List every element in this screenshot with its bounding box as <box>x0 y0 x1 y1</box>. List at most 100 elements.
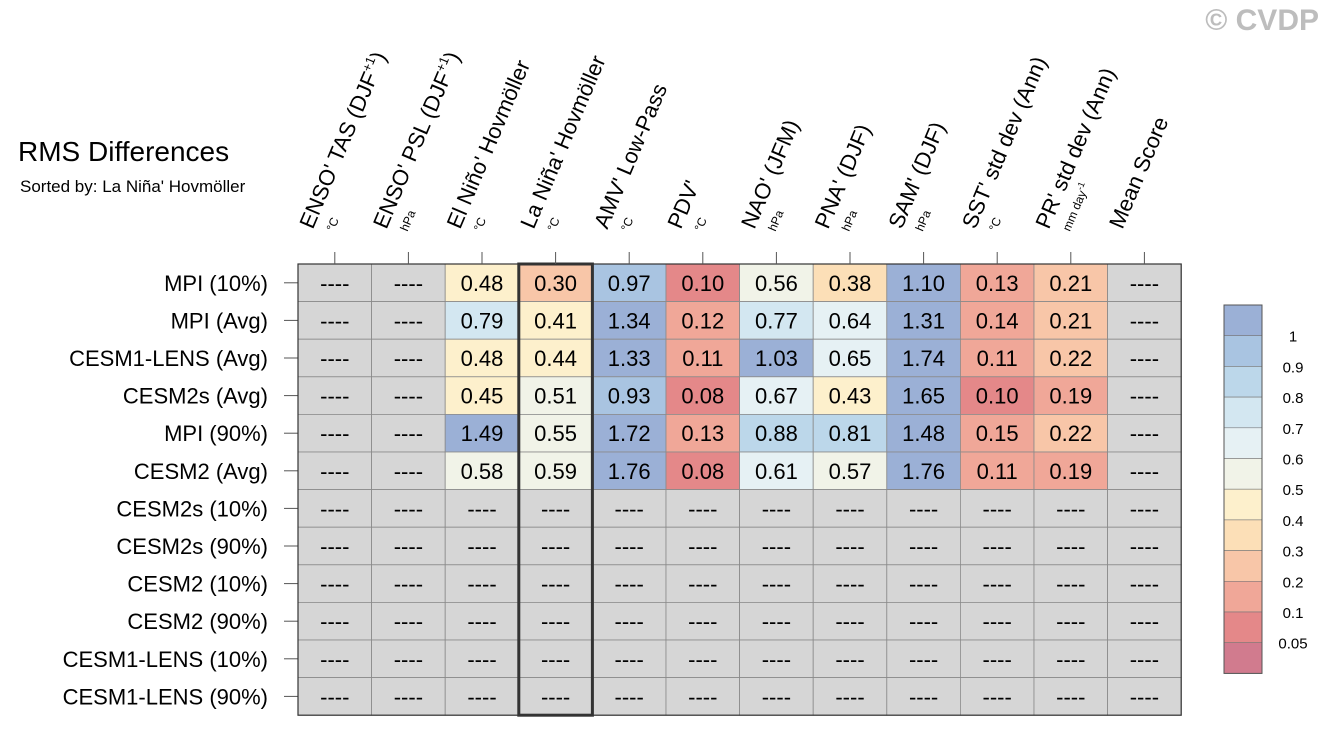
heatmap-cell <box>444 489 520 528</box>
colorbar-segment <box>1223 488 1263 521</box>
cell-value-label: ---- <box>1130 384 1159 409</box>
cell-value-label: ---- <box>320 684 349 709</box>
colorbar-segment <box>1223 427 1263 459</box>
cell-value-label: ---- <box>909 647 938 672</box>
cell-value-label: ---- <box>1130 572 1159 597</box>
heatmap-cell <box>1033 301 1108 340</box>
cell-value-label: ---- <box>394 572 423 597</box>
column-label: PNA' (DJF) <box>810 120 876 232</box>
column-unit-label: °C <box>618 215 636 233</box>
colorbar-label: 0.8 <box>1283 390 1304 407</box>
heatmap-cell <box>1033 451 1108 490</box>
heatmap-cell <box>444 338 520 378</box>
cell-value-label: ---- <box>320 572 349 597</box>
cell-value-label: ---- <box>394 271 423 296</box>
colorbar-segment <box>1223 550 1263 582</box>
cell-value-label: ---- <box>762 496 791 521</box>
heatmap-cell <box>665 338 740 378</box>
row-label: CESM2 (10%) <box>127 572 268 597</box>
heatmap-cell <box>665 413 740 453</box>
cell-value-label: ---- <box>320 647 349 672</box>
heatmap-cell <box>518 338 593 378</box>
cell-value-label: ---- <box>467 496 496 521</box>
cell-value-label: ---- <box>1056 684 1085 709</box>
cell-value-label: ---- <box>394 647 423 672</box>
colorbar-border <box>1223 304 1263 674</box>
heatmap-cell <box>592 301 667 340</box>
heatmap-cell <box>812 301 888 340</box>
heatmap-cell <box>739 301 814 340</box>
cell-value-label: ---- <box>615 647 644 672</box>
cell-value-label: ---- <box>541 496 570 521</box>
cell-value-label: ---- <box>835 534 864 559</box>
heatmap-cell <box>812 639 888 678</box>
colorbar-segment <box>1223 396 1263 429</box>
cell-value-label: ---- <box>762 609 791 634</box>
cell-value-label: 0.65 <box>829 346 872 371</box>
cell-value-label: ---- <box>909 684 938 709</box>
cell-value-label: 1.49 <box>461 421 504 446</box>
cell-value-label: ---- <box>467 647 496 672</box>
cell-value-label: 1.72 <box>608 421 651 446</box>
cell-value-label: 1.03 <box>755 346 798 371</box>
heatmap-cell <box>444 602 520 641</box>
cell-value-label: ---- <box>835 609 864 634</box>
cell-value-label: ---- <box>688 572 717 597</box>
cell-value-label: ---- <box>541 647 570 672</box>
cell-value-label: 0.77 <box>755 308 798 333</box>
heatmap-cell <box>297 451 372 490</box>
row-label: CESM1-LENS (Avg) <box>69 346 268 371</box>
heatmap-cell <box>886 301 961 340</box>
colorbar-segment <box>1223 519 1263 551</box>
row-label: CESM2s (10%) <box>116 496 268 521</box>
column-label: El Niño' Hovmöller <box>442 56 535 232</box>
cell-value-label: 0.43 <box>829 384 872 409</box>
column-unit-label: hPa <box>839 208 860 233</box>
cell-value-label: ---- <box>983 647 1012 672</box>
cell-value-label: ---- <box>1130 346 1159 371</box>
heatmap-cell <box>886 564 961 603</box>
heatmap-cell <box>518 413 593 453</box>
cell-value-label: ---- <box>320 271 349 296</box>
cell-value-label: ---- <box>983 572 1012 597</box>
heatmap-cell <box>665 489 740 528</box>
cell-value-label: ---- <box>1130 496 1159 521</box>
cell-value-label: ---- <box>1130 459 1159 484</box>
heatmap-cell <box>371 677 446 716</box>
cell-value-label: ---- <box>909 609 938 634</box>
row-label: MPI (Avg) <box>171 308 268 333</box>
heatmap-cell <box>297 489 372 528</box>
heatmap-cell <box>371 263 446 302</box>
row-label: MPI (90%) <box>164 421 268 446</box>
cell-value-label: 0.19 <box>1049 459 1092 484</box>
heatmap-cell <box>665 301 740 340</box>
cell-value-label: 1.65 <box>902 384 945 409</box>
heatmap-cell <box>1107 489 1182 528</box>
heatmap-cell <box>592 489 667 528</box>
cell-value-label: ---- <box>762 572 791 597</box>
heatmap-cell <box>371 564 446 603</box>
heatmap-cell <box>960 526 1035 566</box>
cell-value-label: ---- <box>394 496 423 521</box>
cell-value-label: ---- <box>1130 684 1159 709</box>
cell-value-label: ---- <box>835 496 864 521</box>
cell-value-label: 1.34 <box>608 308 651 333</box>
cell-value-label: 0.38 <box>829 271 872 296</box>
cell-value-label: ---- <box>394 346 423 371</box>
row-label: CESM1-LENS (90%) <box>63 684 268 709</box>
heatmap-cell <box>1033 602 1108 641</box>
cell-value-label: 0.21 <box>1049 271 1092 296</box>
heatmap-cell <box>886 489 961 528</box>
heatmap-cell <box>592 338 667 378</box>
cell-value-label: ---- <box>541 534 570 559</box>
cell-value-label: 1.10 <box>902 271 945 296</box>
heatmap-cell <box>297 602 372 641</box>
heatmap-cell <box>1107 338 1182 378</box>
cell-value-label: 0.64 <box>829 308 872 333</box>
cell-value-label: ---- <box>1130 609 1159 634</box>
cell-value-label: ---- <box>541 609 570 634</box>
cell-value-label: ---- <box>541 684 570 709</box>
cell-value-label: 0.58 <box>461 459 504 484</box>
heatmap-cell <box>739 526 814 566</box>
cell-value-label: 0.81 <box>829 421 872 446</box>
